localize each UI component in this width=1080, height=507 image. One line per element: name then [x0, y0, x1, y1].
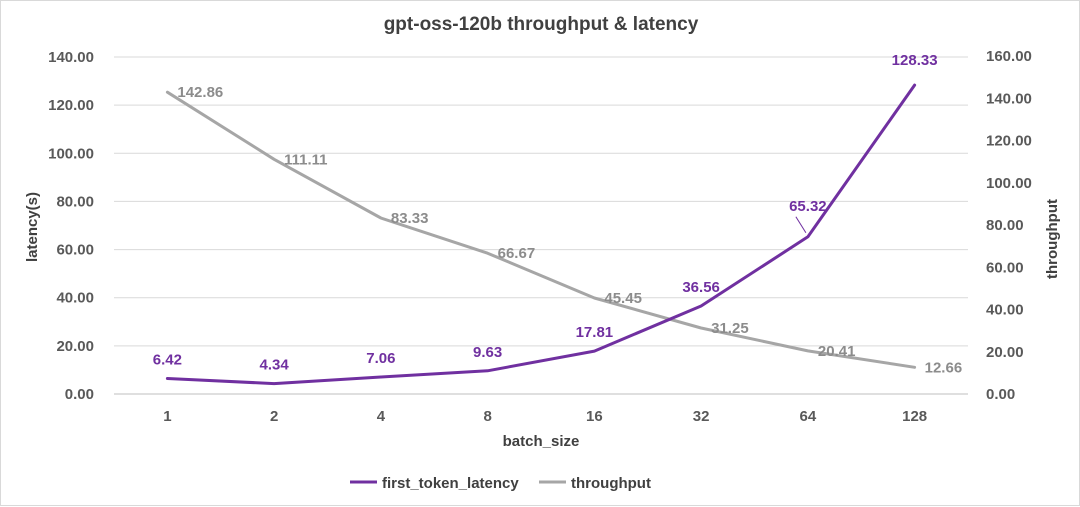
legend-label-latency: first_token_latency [382, 475, 519, 492]
left-tick-label: 0.00 [65, 386, 94, 403]
left-tick-label: 60.00 [56, 242, 94, 259]
latency-data-label: 9.63 [473, 344, 502, 361]
x-tick-label: 16 [586, 408, 603, 425]
legend: first_token_latency throughput [350, 475, 651, 492]
latency-data-label: 7.06 [366, 350, 395, 367]
x-tick-label: 4 [377, 408, 386, 425]
right-axis-title: throughput [1044, 199, 1061, 279]
latency-data-label: 36.56 [682, 279, 720, 296]
right-tick-label: 0.00 [986, 386, 1015, 403]
right-tick-label: 40.00 [986, 302, 1024, 319]
legend-label-throughput: throughput [571, 475, 651, 492]
right-tick-label: 100.00 [986, 175, 1032, 192]
latency-line [165, 83, 917, 386]
right-axis-ticks: 0.00 20.00 40.00 60.00 80.00 100.00 120.00 140.… [986, 48, 1032, 403]
left-tick-label: 100.00 [48, 145, 94, 162]
right-tick-label: 20.00 [986, 344, 1024, 361]
left-tick-label: 140.00 [48, 49, 94, 66]
latency-data-label: 17.81 [576, 324, 614, 341]
right-tick-label: 120.00 [986, 133, 1032, 150]
throughput-data-label: 66.67 [498, 245, 536, 262]
right-tick-label: 80.00 [986, 217, 1024, 234]
latency-label-leader [795, 216, 807, 234]
left-tick-label: 20.00 [56, 338, 94, 355]
x-tick-label: 1 [163, 408, 171, 425]
throughput-data-label: 31.25 [711, 320, 749, 337]
data-labels: 6.42 4.34 7.06 9.63 17.81 36.56 65.32 128.33 142… [153, 52, 962, 376]
x-axis-title: batch_size [503, 433, 580, 450]
x-axis-ticks: 1 2 4 8 16 32 64 128 [163, 408, 927, 425]
left-axis-ticks: 0.00 20.00 40.00 60.00 80.00 100.00 120.00 140.… [48, 49, 94, 403]
latency-data-label: 6.42 [153, 352, 182, 369]
right-tick-label: 60.00 [986, 259, 1024, 276]
throughput-data-label: 12.66 [925, 359, 963, 376]
x-tick-label: 128 [902, 408, 927, 425]
throughput-line [165, 90, 917, 369]
latency-data-label: 128.33 [892, 52, 938, 69]
left-tick-label: 40.00 [56, 290, 94, 307]
x-tick-label: 32 [693, 408, 710, 425]
left-axis-title: latency(s) [24, 192, 41, 262]
left-tick-label: 120.00 [48, 97, 94, 114]
throughput-data-label: 20.41 [818, 343, 856, 360]
left-tick-label: 80.00 [56, 193, 94, 210]
gridlines [114, 56, 968, 395]
series-lines [165, 83, 917, 386]
chart-title: gpt-oss-120b throughput & latency [384, 14, 699, 35]
throughput-data-label: 111.11 [284, 151, 327, 168]
throughput-data-label: 83.33 [391, 210, 429, 227]
right-tick-label: 140.00 [986, 90, 1032, 107]
throughput-data-label: 45.45 [604, 290, 642, 307]
throughput-data-label: 142.86 [177, 84, 223, 101]
x-tick-label: 2 [270, 408, 278, 425]
x-tick-label: 64 [800, 408, 817, 425]
latency-data-label: 4.34 [260, 357, 290, 374]
x-tick-label: 8 [483, 408, 491, 425]
latency-data-label: 65.32 [789, 198, 827, 215]
right-tick-label: 160.00 [986, 48, 1032, 65]
